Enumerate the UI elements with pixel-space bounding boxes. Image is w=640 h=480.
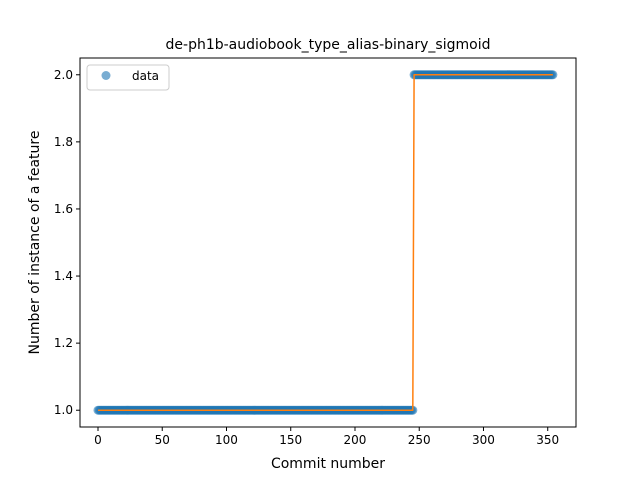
x-axis-label: Commit number <box>271 456 385 472</box>
y-tick-label: 1.2 <box>54 336 73 350</box>
x-tick-label: 150 <box>279 433 302 447</box>
y-axis-label: Number of instance of a feature <box>27 131 43 355</box>
legend-marker-data <box>101 71 111 80</box>
x-tick-label: 350 <box>536 433 559 447</box>
x-tick-label: 250 <box>408 433 431 447</box>
x-tick-label: 0 <box>94 433 102 447</box>
x-tick-label: 100 <box>215 433 238 447</box>
plot-area <box>93 70 558 415</box>
y-tick-label: 1.6 <box>54 202 73 216</box>
y-tick-label: 2.0 <box>54 68 73 82</box>
legend: data <box>86 64 170 91</box>
x-tick-label: 50 <box>155 433 170 447</box>
x-axis-ticks: 0 50 100 150 200 250 300 350 <box>94 427 559 447</box>
y-tick-label: 1.4 <box>54 269 73 283</box>
y-tick-label: 1.8 <box>54 135 73 149</box>
chart-title: de-ph1b-audiobook_type_alias-binary_sigm… <box>166 37 491 53</box>
y-tick-label: 1.0 <box>54 403 73 417</box>
legend-label-data: data <box>132 69 159 83</box>
axes-frame <box>79 57 577 428</box>
data-line <box>97 74 553 411</box>
x-tick-label: 300 <box>472 433 495 447</box>
y-axis-ticks: 1.0 1.2 1.4 1.6 1.8 2.0 <box>54 68 80 417</box>
legend-box <box>86 64 170 91</box>
x-tick-label: 200 <box>344 433 367 447</box>
